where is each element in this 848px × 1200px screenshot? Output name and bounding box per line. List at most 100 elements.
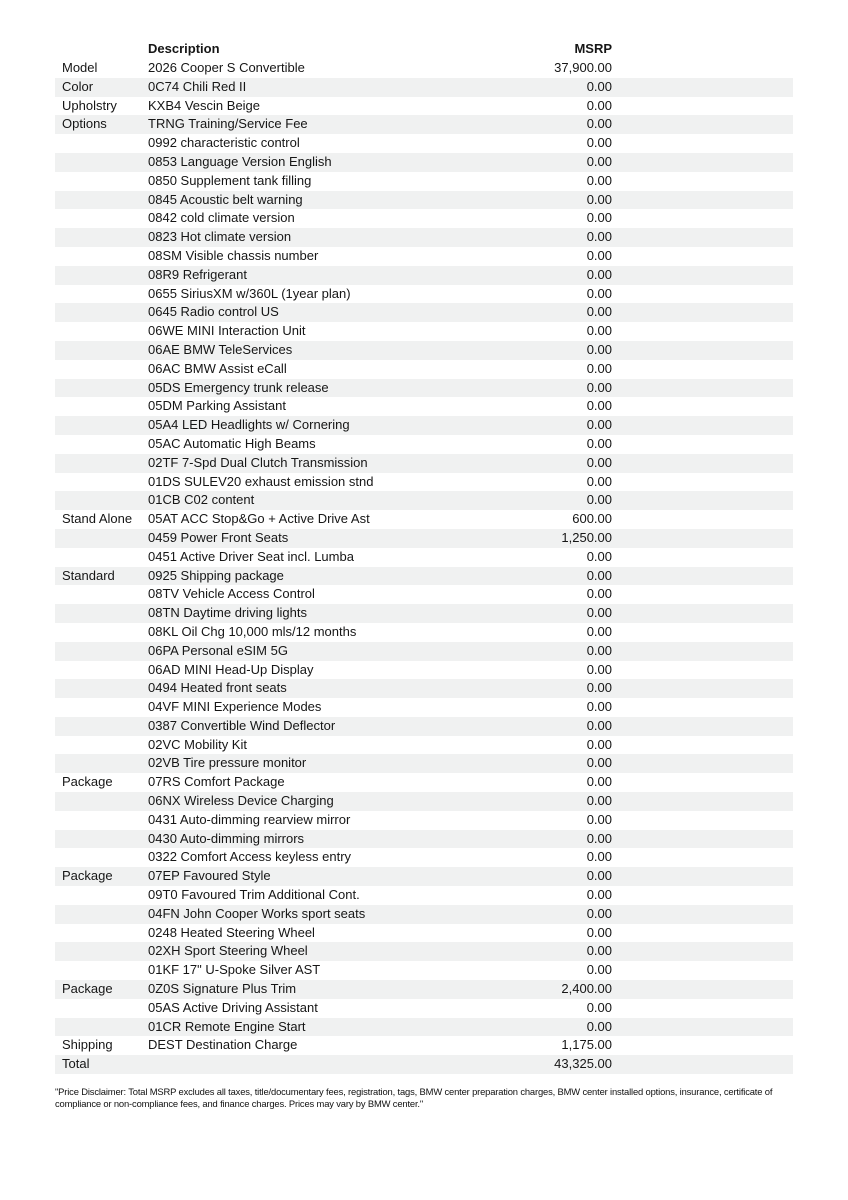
table-row: 0322 Comfort Access keyless entry 0.00 [55,848,793,867]
table-row: 05DS Emergency trunk release 0.00 [55,378,793,398]
row-category: Package [62,868,113,884]
row-msrp: 0.00 [586,887,612,903]
row-description: 06AC BMW Assist eCall [148,360,287,376]
row-description: 07EP Favoured Style [148,868,271,884]
row-description: 01KF 17" U-Spoke Silver AST [148,962,321,978]
table-row: Total 43,325.00 [55,1055,793,1075]
row-description: 0C74 Chili Red II [148,78,247,94]
table-row: 02VC Mobility Kit 0.00 [55,736,793,755]
row-msrp: 0.00 [586,548,612,564]
row-msrp: 0.00 [586,605,612,621]
row-description: 0459 Power Front Seats [148,529,289,545]
row-description: 0387 Convertible Wind Deflector [148,717,336,733]
table-row: 06AC BMW Assist eCall 0.00 [55,360,793,379]
row-description: 07RS Comfort Package [148,774,285,790]
table-row: 01CR Remote Engine Start 0.00 [55,1017,793,1037]
table-row: 0494 Heated front seats 0.00 [55,679,793,699]
table-row: 0845 Acoustic belt warning 0.00 [55,190,793,210]
row-msrp: 43,325.00 [554,1056,612,1072]
row-description: 0992 characteristic control [148,135,300,151]
row-msrp: 0.00 [586,473,612,489]
table-row: Package 07EP Favoured Style 0.00 [55,867,793,887]
row-category: Model [62,60,98,75]
table-row: Standard 0925 Shipping package 0.00 [55,566,793,586]
row-msrp: 0.00 [586,97,612,113]
row-msrp: 0.00 [586,717,612,733]
row-category: Color [62,78,94,94]
row-description: 0430 Auto-dimming mirrors [148,830,305,846]
table-row: 04FN John Cooper Works sport seats 0.00 [55,904,793,924]
row-description: 0925 Shipping package [148,567,284,583]
table-row: 08TV Vehicle Access Control 0.00 [55,585,793,604]
table-row: 06PA Personal eSIM 5G 0.00 [55,641,793,661]
price-table: Description MSRP Model 2026 Cooper S Con… [55,40,793,1075]
table-row: Stand Alone 05AT ACC Stop&Go + Active Dr… [55,510,793,529]
table-rows: Model 2026 Cooper S Convertible 37,900.0… [55,59,793,1075]
column-header-description: Description [148,41,220,57]
row-msrp: 0.00 [586,943,612,959]
row-msrp: 0.00 [586,116,612,132]
table-row: 05A4 LED Headlights w/ Cornering 0.00 [55,416,793,435]
table-row: 0387 Convertible Wind Deflector 0.00 [55,716,793,736]
row-description: 05DS Emergency trunk release [148,379,329,395]
table-row: Package 0Z0S Signature Plus Trim 2,400.0… [55,980,793,999]
row-category: Package [62,774,113,790]
table-row: 0850 Supplement tank filling 0.00 [55,172,793,191]
row-description: 04VF MINI Experience Modes [148,699,322,715]
table-row: 0430 Auto-dimming mirrors 0.00 [55,829,793,849]
row-msrp: 1,250.00 [561,529,612,545]
row-description: 0850 Supplement tank filling [148,172,312,188]
row-description: 0823 Hot climate version [148,229,292,245]
row-msrp: 0.00 [586,586,612,602]
row-msrp: 0.00 [586,811,612,827]
row-description: 06WE MINI Interaction Unit [148,323,306,339]
table-row: Upholstry KXB4 Vescin Beige 0.00 [55,97,793,116]
row-description: 05AT ACC Stop&Go + Active Drive Ast [148,511,370,527]
row-description: 01DS SULEV20 exhaust emission stnd [148,473,374,489]
table-row: 08SM Visible chassis number 0.00 [55,247,793,266]
table-row: Color 0C74 Chili Red II 0.00 [55,77,793,97]
table-row: 0645 Radio control US 0.00 [55,303,793,323]
row-description: 01CR Remote Engine Start [148,1018,306,1034]
row-msrp: 0.00 [586,454,612,470]
table-row: 0655 SiriusXM w/360L (1year plan) 0.00 [55,285,793,304]
row-msrp: 0.00 [586,323,612,339]
row-description: 01CB C02 content [148,492,255,508]
row-msrp: 0.00 [586,435,612,451]
row-msrp: 0.00 [586,623,612,639]
row-msrp: 0.00 [586,191,612,207]
row-description: 02VC Mobility Kit [148,736,247,752]
row-description: 0322 Comfort Access keyless entry [148,849,352,865]
row-description: 0645 Radio control US [148,304,279,320]
row-description: 08KL Oil Chg 10,000 mls/12 months [148,623,357,639]
row-description: 05A4 LED Headlights w/ Cornering [148,417,350,433]
disclaimer: "Price Disclaimer: Total MSRP excludes a… [55,1086,773,1109]
table-row: 0992 characteristic control 0.00 [55,134,793,153]
row-msrp: 0.00 [586,398,612,414]
row-msrp: 0.00 [586,78,612,94]
row-msrp: 2,400.00 [561,981,612,997]
row-msrp: 0.00 [586,999,612,1015]
row-description: 08TN Daytime driving lights [148,605,307,621]
row-msrp: 0.00 [586,229,612,245]
row-description: 02VB Tire pressure monitor [148,755,307,771]
row-description: TRNG Training/Service Fee [148,116,308,132]
table-row: 04VF MINI Experience Modes 0.00 [55,698,793,717]
row-description: DEST Destination Charge [148,1037,298,1053]
row-description: 05AS Active Driving Assistant [148,999,318,1015]
row-msrp: 0.00 [586,868,612,884]
row-category: Options [62,116,107,132]
table-row: 06AE BMW TeleServices 0.00 [55,340,793,360]
row-description: 04FN John Cooper Works sport seats [148,905,366,921]
table-row: Package 07RS Comfort Package 0.00 [55,773,793,792]
row-category: Stand Alone [62,511,133,527]
table-row: 0853 Language Version English 0.00 [55,152,793,172]
table-row: 05AS Active Driving Assistant 0.00 [55,999,793,1018]
row-category: Upholstry [62,97,117,113]
row-msrp: 0.00 [586,567,612,583]
row-msrp: 0.00 [586,379,612,395]
row-msrp: 0.00 [586,830,612,846]
row-category: Total [62,1056,90,1072]
row-msrp: 0.00 [586,962,612,978]
row-description: 0655 SiriusXM w/360L (1year plan) [148,285,351,301]
